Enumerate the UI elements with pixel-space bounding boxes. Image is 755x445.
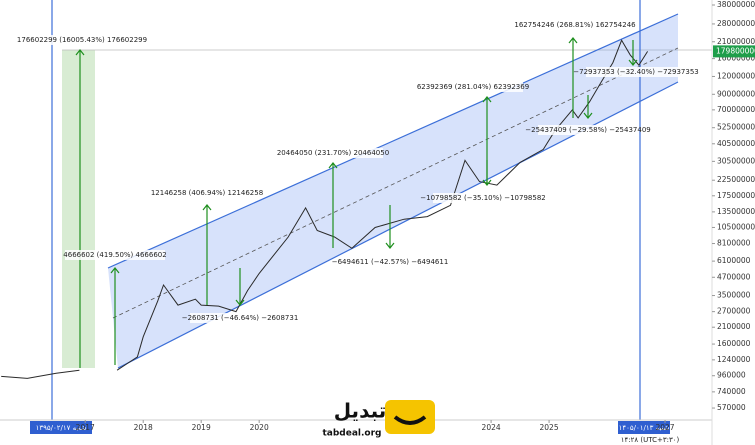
channel-mid [112,47,679,319]
y-tick-label: 1600000 [717,339,751,348]
annotation-bg [340,257,440,267]
y-tick-label: 570000 [717,403,746,412]
arrow-head [328,162,338,169]
annotation: −25437409 (−29.58%) −25437409 [525,126,650,134]
y-tick-label: 210000000 [717,37,755,46]
date-box [30,421,92,434]
arrow-head [202,204,212,211]
x-tick-label: 2017 [76,423,95,432]
arrow-head [482,179,492,186]
y-tick-label: 90000000 [717,89,755,98]
logo-url: tabdeal.org [322,429,381,439]
y-tick-label: 4700000 [717,272,751,281]
annotation-bg [283,148,383,158]
y-tick-label: 740000 [717,387,746,396]
annotation: 4666602 (419.50%) 4666602 [63,251,166,259]
y-tick-label: 3500000 [717,291,751,300]
time-label: ۱۴:۲۸ (UTC+۳:۳۰) [621,436,680,444]
x-tick-label: 2025 [540,423,559,432]
y-tick-label: 40500000 [717,139,755,148]
logo-name: تبدیل [334,399,387,423]
annotation: −10798582 (−35.10%) −10798582 [420,194,545,202]
annotation-bg [433,193,533,203]
annotation-bg [32,35,132,45]
date-marker: شنبه ۱۳۹۵/۰۲/۱۷ [36,424,87,432]
logo-box [385,400,435,434]
y-tick-label: 2100000 [717,322,751,331]
y-tick-label: 120000000 [717,71,755,80]
y-tick-label: 22500000 [717,175,755,184]
arrow-head [482,96,492,103]
arrow-head [385,242,395,249]
y-tick-label: 2700000 [717,307,751,316]
annotation-bg [538,125,638,135]
annotation-bg [586,67,686,77]
y-tick-label: 960000 [717,371,746,380]
arrow-head [568,37,578,44]
annotation: 62392369 (281.04%) 62392369 [417,83,529,91]
y-tick-label: 280000000 [717,19,755,28]
x-tick-label: 2024 [482,423,501,432]
annotation-bg [423,82,523,92]
annotation-bg [190,313,290,323]
y-tick-label: 160000000 [717,54,755,63]
y-tick-label: 10500000 [717,222,755,231]
annotation-bg [525,20,625,30]
y-tick-label: 17500000 [717,191,755,200]
y-tick-label: 70000000 [717,105,755,114]
date-marker: شنبه ۱۴۰۵/۰۱/۱۳ [619,424,670,432]
y-tick-label: 30500000 [717,156,755,165]
last-price-box [713,45,755,58]
y-tick-label: 6100000 [717,256,751,265]
annotation: 162754246 (268.81%) 162754246 [514,21,636,29]
x-tick-label: 2020 [250,423,269,432]
x-tick-label: 2027 [655,423,674,432]
arrow-head [75,49,85,56]
arrow-head [235,299,245,306]
y-tick-label: 13500000 [717,207,755,216]
y-tick-label: 8100000 [717,239,751,248]
watermark: تبدیل tabdeal.org [322,399,435,439]
annotation: 12146258 (406.94%) 12146258 [151,189,263,197]
channel [108,14,678,368]
arrow-head [583,112,593,119]
arrow-head [628,59,638,66]
annotation-bg [65,250,165,260]
last-price-label: 179800000 [716,46,755,55]
x-tick-label: 2019 [192,423,211,432]
range-shade [62,50,95,368]
annotation: −2608731 (−46.64%) −2608731 [182,314,299,322]
channel-upper [107,13,679,269]
annotation: −72937353 (−32.40%) −72937353 [573,68,698,76]
logo-smile [393,415,427,425]
annotation: 20464050 (231.70%) 20464050 [277,149,389,157]
y-tick-label: 1240000 [717,355,751,364]
channel-lower [117,81,679,369]
date-box [618,421,670,434]
y-tick-label: 52500000 [717,123,755,132]
y-tick-label: 380000000 [717,0,755,9]
x-tick-label: 2018 [134,423,153,432]
annotation: 176602299 (16005.43%) 176602299 [17,36,147,44]
arrow-head [110,267,120,274]
annotation-bg [157,188,257,198]
annotation: −6494611 (−42.57%) −6494611 [332,258,449,266]
